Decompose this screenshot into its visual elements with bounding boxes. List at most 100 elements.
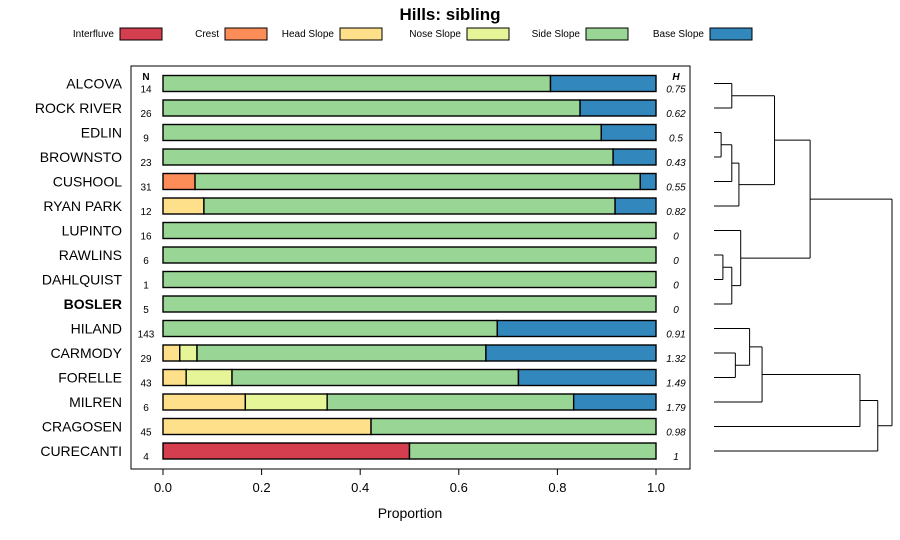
legend-swatch xyxy=(339,27,383,41)
bar-segment-side-slope xyxy=(194,172,641,191)
legend-label: Side Slope xyxy=(532,29,581,40)
bar-segment-head-slope xyxy=(162,344,181,362)
bar-segment-side-slope xyxy=(162,270,657,289)
bar-segment-side-slope xyxy=(162,246,657,264)
legend-swatch xyxy=(119,27,163,41)
x-tick-label: 0.8 xyxy=(548,480,566,495)
bar-segment-side-slope xyxy=(162,295,657,313)
x-tick-label: 0.2 xyxy=(253,480,271,495)
bar-segment-head-slope xyxy=(162,368,187,387)
bar-row: CURECANTI 4 1 xyxy=(40,442,679,463)
row-label: MILREN xyxy=(69,394,122,410)
legend-label: Crest xyxy=(195,29,219,40)
bar-segment-nose-slope xyxy=(179,344,198,362)
bar-row: CUSHOOL 31 0.55 xyxy=(53,172,686,194)
bar-row: EDLIN 9 0.5 xyxy=(81,123,683,145)
bar-segment-head-slope xyxy=(162,197,205,215)
bar-segment-side-slope xyxy=(162,148,614,166)
n-value: 1 xyxy=(143,281,149,292)
n-value: 14 xyxy=(140,85,152,96)
bar-row: MILREN 6 1.79 xyxy=(69,393,686,414)
row-label: DAHLQUIST xyxy=(42,272,123,288)
n-value: 5 xyxy=(143,305,149,316)
n-value: 12 xyxy=(140,207,152,218)
h-value: 0.82 xyxy=(666,207,686,218)
bar-segment-base-slope xyxy=(496,319,657,338)
n-value: 6 xyxy=(143,256,149,267)
bar-segment-base-slope xyxy=(549,74,657,93)
n-value: 29 xyxy=(140,354,152,365)
plot-frame xyxy=(130,65,691,470)
bar-segment-side-slope xyxy=(196,344,487,362)
bar-segment-base-slope xyxy=(600,123,657,142)
bar-segment-base-slope xyxy=(572,393,657,411)
n-value: 16 xyxy=(140,232,152,243)
row-label: ROCK RIVER xyxy=(35,100,122,116)
bar-segment-base-slope xyxy=(517,368,657,387)
bar-segment-side-slope xyxy=(408,442,657,460)
chart-title: Hills: sibling xyxy=(399,5,500,24)
bar-row: DAHLQUIST 1 0 xyxy=(42,270,679,292)
bar-segment-side-slope xyxy=(162,99,581,117)
n-value: 6 xyxy=(143,403,149,414)
h-value: 0 xyxy=(673,256,679,267)
x-tick-label: 1.0 xyxy=(647,480,665,495)
n-value: 43 xyxy=(140,379,152,390)
x-axis-title: Proportion xyxy=(378,505,443,521)
legend-swatch xyxy=(466,27,510,41)
x-tick-label: 0.0 xyxy=(154,480,172,495)
bar-segment-base-slope xyxy=(612,148,657,166)
bar-segment-base-slope xyxy=(485,344,657,362)
row-label: BOSLER xyxy=(64,296,122,312)
n-value: 23 xyxy=(140,158,152,169)
legend-label: Nose Slope xyxy=(409,29,461,40)
h-column-header: H xyxy=(672,72,680,83)
h-value: 0.55 xyxy=(666,183,686,194)
x-tick-label: 0.6 xyxy=(450,480,468,495)
n-value: 45 xyxy=(140,428,152,439)
h-value: 0 xyxy=(673,281,679,292)
row-label: RAWLINS xyxy=(59,247,122,263)
bar-segment-nose-slope xyxy=(185,368,233,387)
row-label: ALCOVA xyxy=(66,76,122,92)
n-value: 9 xyxy=(143,134,149,145)
bar-row: ALCOVA 14 0.75 xyxy=(66,74,686,96)
bar-row: BROWNSTO 23 0.43 xyxy=(40,148,686,169)
bar-row: BOSLER 5 0 xyxy=(64,295,679,316)
bar-segment-head-slope xyxy=(162,417,372,436)
legend-label: Base Slope xyxy=(653,29,705,40)
row-label: FORELLE xyxy=(58,370,122,386)
x-axis: 0.0 0.2 0.4 0.6 0.8 1.0 xyxy=(154,469,665,495)
bar-segment-nose-slope xyxy=(244,393,328,411)
bar-row: HILAND 143 0.91 xyxy=(71,319,686,341)
bar-segment-side-slope xyxy=(162,74,552,93)
n-value: 31 xyxy=(140,183,152,194)
h-value: 0 xyxy=(673,232,679,243)
legend-label: Interfluve xyxy=(73,29,115,40)
row-label: CURECANTI xyxy=(40,443,122,459)
dendrogram xyxy=(714,83,893,452)
bar-segment-side-slope xyxy=(326,393,575,411)
bar-row: CRAGOSEN 45 0.98 xyxy=(42,417,686,439)
bar-row: CARMODY 29 1.32 xyxy=(50,344,686,365)
n-value: 26 xyxy=(140,109,152,120)
n-column-header: N xyxy=(142,72,149,83)
legend-swatch xyxy=(585,27,629,41)
bar-row: LUPINTO 16 0 xyxy=(62,221,679,243)
bar-row: RAWLINS 6 0 xyxy=(59,246,679,267)
legend-swatch xyxy=(224,27,268,41)
h-value: 1 xyxy=(673,452,679,463)
bar-segment-side-slope xyxy=(231,368,520,387)
h-value: 1.32 xyxy=(666,354,686,365)
x-tick-label: 0.4 xyxy=(351,480,369,495)
h-value: 1.79 xyxy=(666,403,686,414)
h-value: 0 xyxy=(673,305,679,316)
h-value: 0.43 xyxy=(666,158,686,169)
h-value: 0.62 xyxy=(666,109,686,120)
bar-row: ROCK RIVER 26 0.62 xyxy=(35,99,686,120)
bar-segment-side-slope xyxy=(162,319,498,338)
bar-segment-interfluve xyxy=(162,442,411,460)
